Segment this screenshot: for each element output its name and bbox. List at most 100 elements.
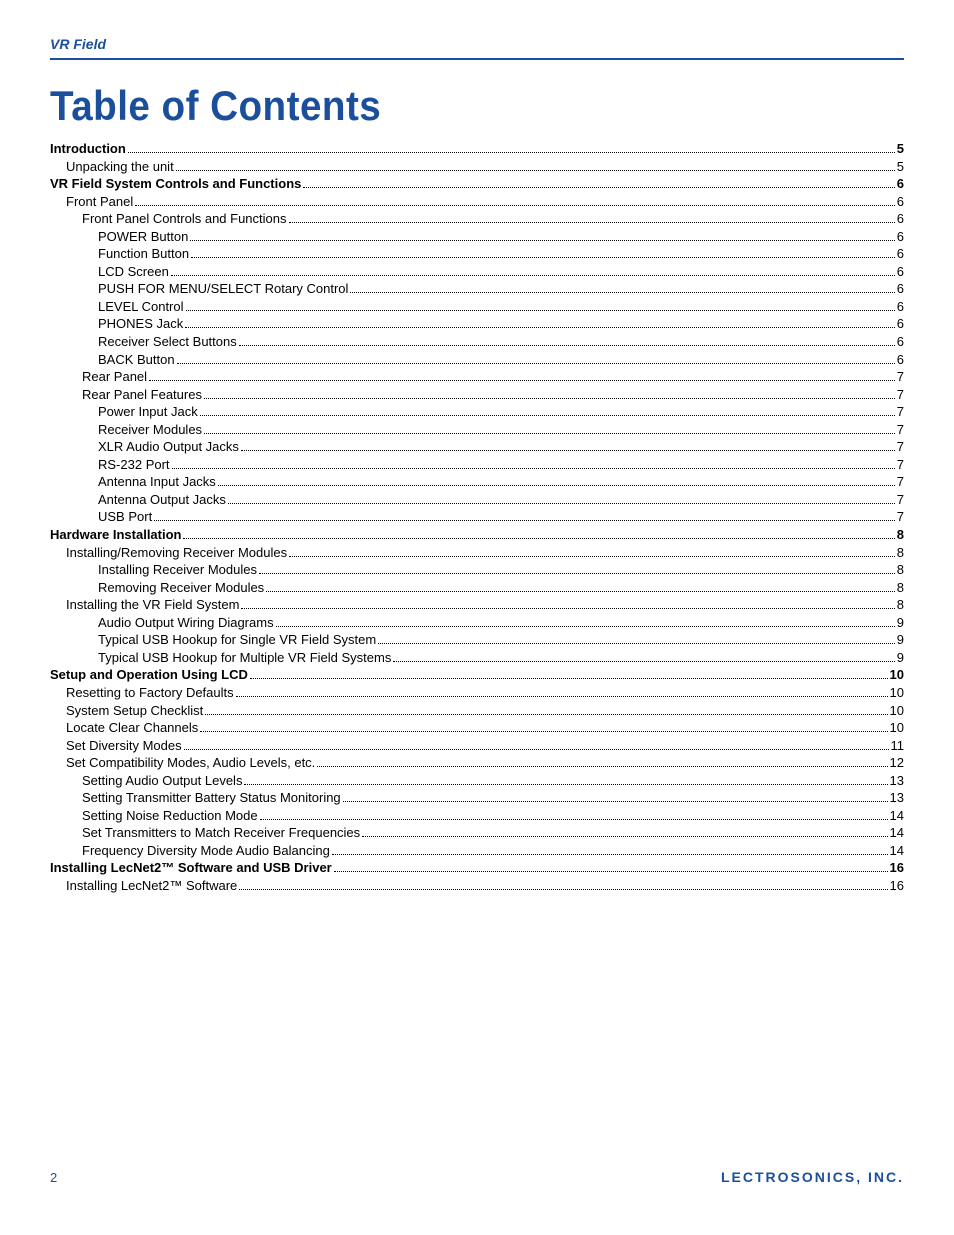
toc-label: Power Input Jack [98, 403, 198, 421]
toc-row[interactable]: Audio Output Wiring Diagrams9 [50, 614, 904, 632]
toc-label: Function Button [98, 245, 189, 263]
toc-row[interactable]: Setup and Operation Using LCD10 [50, 666, 904, 684]
toc-row[interactable]: Front Panel6 [50, 193, 904, 211]
toc-row[interactable]: Antenna Input Jacks7 [50, 473, 904, 491]
toc-row[interactable]: Unpacking the unit5 [50, 158, 904, 176]
toc-dot-leader [128, 152, 895, 153]
toc-label: Typical USB Hookup for Multiple VR Field… [98, 649, 391, 667]
toc-page-number: 12 [890, 754, 904, 772]
toc-page-number: 13 [890, 772, 904, 790]
header-brand: VR Field [50, 36, 904, 52]
toc-page-number: 7 [897, 386, 904, 404]
toc-dot-leader [154, 520, 895, 521]
toc-dot-leader [334, 871, 888, 872]
toc-row[interactable]: Set Compatibility Modes, Audio Levels, e… [50, 754, 904, 772]
toc-dot-leader [362, 836, 887, 837]
toc-dot-leader [177, 363, 895, 364]
toc-row[interactable]: Setting Noise Reduction Mode 14 [50, 807, 904, 825]
toc-row[interactable]: Installing the VR Field System8 [50, 596, 904, 614]
toc-row[interactable]: Typical USB Hookup for Single VR Field S… [50, 631, 904, 649]
toc-row[interactable]: BACK Button6 [50, 351, 904, 369]
toc-row[interactable]: Rear Panel7 [50, 368, 904, 386]
header-rule [50, 58, 904, 60]
toc-dot-leader [250, 678, 888, 679]
toc-row[interactable]: Antenna Output Jacks7 [50, 491, 904, 509]
toc-row[interactable]: Hardware Installation8 [50, 526, 904, 544]
toc-row[interactable]: Typical USB Hookup for Multiple VR Field… [50, 649, 904, 667]
toc-page-number: 6 [897, 280, 904, 298]
toc-row[interactable]: Resetting to Factory Defaults10 [50, 684, 904, 702]
toc-dot-leader [260, 819, 888, 820]
toc-row[interactable]: Frequency Diversity Mode Audio Balancing… [50, 842, 904, 860]
toc-page-number: 6 [897, 245, 904, 263]
toc-row[interactable]: System Setup Checklist10 [50, 702, 904, 720]
toc-dot-leader [185, 327, 895, 328]
page-footer: 2 LECTROSONICS, INC. [50, 1169, 904, 1185]
toc-page-number: 6 [897, 228, 904, 246]
toc-page-number: 14 [890, 807, 904, 825]
footer-company: LECTROSONICS, INC. [721, 1169, 904, 1185]
toc-dot-leader [276, 626, 895, 627]
toc-row[interactable]: Power Input Jack7 [50, 403, 904, 421]
toc-dot-leader [350, 292, 894, 293]
toc-row[interactable]: Installing LecNet2™ Software16 [50, 877, 904, 895]
toc-page-number: 10 [890, 684, 904, 702]
toc-page-number: 6 [897, 298, 904, 316]
toc-label: Installing Receiver Modules [98, 561, 257, 579]
toc-row[interactable]: Front Panel Controls and Functions6 [50, 210, 904, 228]
toc-row[interactable]: XLR Audio Output Jacks7 [50, 438, 904, 456]
toc-label: Setting Noise Reduction Mode [82, 807, 258, 825]
toc-row[interactable]: Installing LecNet2™ Software and USB Dri… [50, 859, 904, 877]
toc-row[interactable]: RS-232 Port7 [50, 456, 904, 474]
toc-row[interactable]: Function Button 6 [50, 245, 904, 263]
toc-label: PUSH FOR MENU/SELECT Rotary Control [98, 280, 348, 298]
toc-row[interactable]: LEVEL Control6 [50, 298, 904, 316]
toc-row[interactable]: Receiver Modules7 [50, 421, 904, 439]
toc-label: Hardware Installation [50, 526, 181, 544]
toc-page-number: 10 [890, 666, 904, 684]
toc-row[interactable]: Setting Transmitter Battery Status Monit… [50, 789, 904, 807]
toc-label: PHONES Jack [98, 315, 183, 333]
toc-row[interactable]: Installing Receiver Modules8 [50, 561, 904, 579]
toc-label: POWER Button [98, 228, 188, 246]
toc-page-number: 9 [897, 614, 904, 632]
toc-row[interactable]: LCD Screen6 [50, 263, 904, 281]
toc-row[interactable]: USB Port7 [50, 508, 904, 526]
toc-page-number: 8 [897, 579, 904, 597]
toc-row[interactable]: PHONES Jack6 [50, 315, 904, 333]
toc-row[interactable]: Rear Panel Features7 [50, 386, 904, 404]
toc-label: Installing the VR Field System [66, 596, 239, 614]
toc-dot-leader [289, 222, 895, 223]
toc-label: Receiver Select Buttons [98, 333, 237, 351]
toc-row[interactable]: Removing Receiver Modules8 [50, 579, 904, 597]
toc-row[interactable]: Introduction5 [50, 140, 904, 158]
toc-row[interactable]: Setting Audio Output Levels13 [50, 772, 904, 790]
toc-row[interactable]: Locate Clear Channels10 [50, 719, 904, 737]
toc-page-number: 5 [897, 140, 904, 158]
toc-dot-leader [204, 398, 895, 399]
toc-dot-leader [200, 731, 887, 732]
toc-page-number: 6 [897, 263, 904, 281]
toc-row[interactable]: Set Diversity Modes11 [50, 737, 904, 755]
toc-label: VR Field System Controls and Functions [50, 175, 301, 193]
toc-row[interactable]: Installing/Removing Receiver Modules8 [50, 544, 904, 562]
toc-row[interactable]: Set Transmitters to Match Receiver Frequ… [50, 824, 904, 842]
toc-dot-leader [303, 187, 894, 188]
toc-page-number: 9 [897, 631, 904, 649]
toc-dot-leader [241, 608, 894, 609]
toc-dot-leader [184, 749, 889, 750]
toc-label: System Setup Checklist [66, 702, 203, 720]
toc-dot-leader [186, 310, 895, 311]
toc-row[interactable]: VR Field System Controls and Functions6 [50, 175, 904, 193]
toc-row[interactable]: POWER Button 6 [50, 228, 904, 246]
footer-page-number: 2 [50, 1170, 57, 1185]
toc-label: Antenna Input Jacks [98, 473, 216, 491]
toc-label: Set Transmitters to Match Receiver Frequ… [82, 824, 360, 842]
toc-dot-leader [172, 468, 895, 469]
toc-page-number: 16 [890, 877, 904, 895]
toc-dot-leader [266, 591, 895, 592]
toc-row[interactable]: Receiver Select Buttons6 [50, 333, 904, 351]
toc-label: XLR Audio Output Jacks [98, 438, 239, 456]
toc-row[interactable]: PUSH FOR MENU/SELECT Rotary Control 6 [50, 280, 904, 298]
page-container: VR Field Table of Contents Introduction5… [0, 0, 954, 895]
